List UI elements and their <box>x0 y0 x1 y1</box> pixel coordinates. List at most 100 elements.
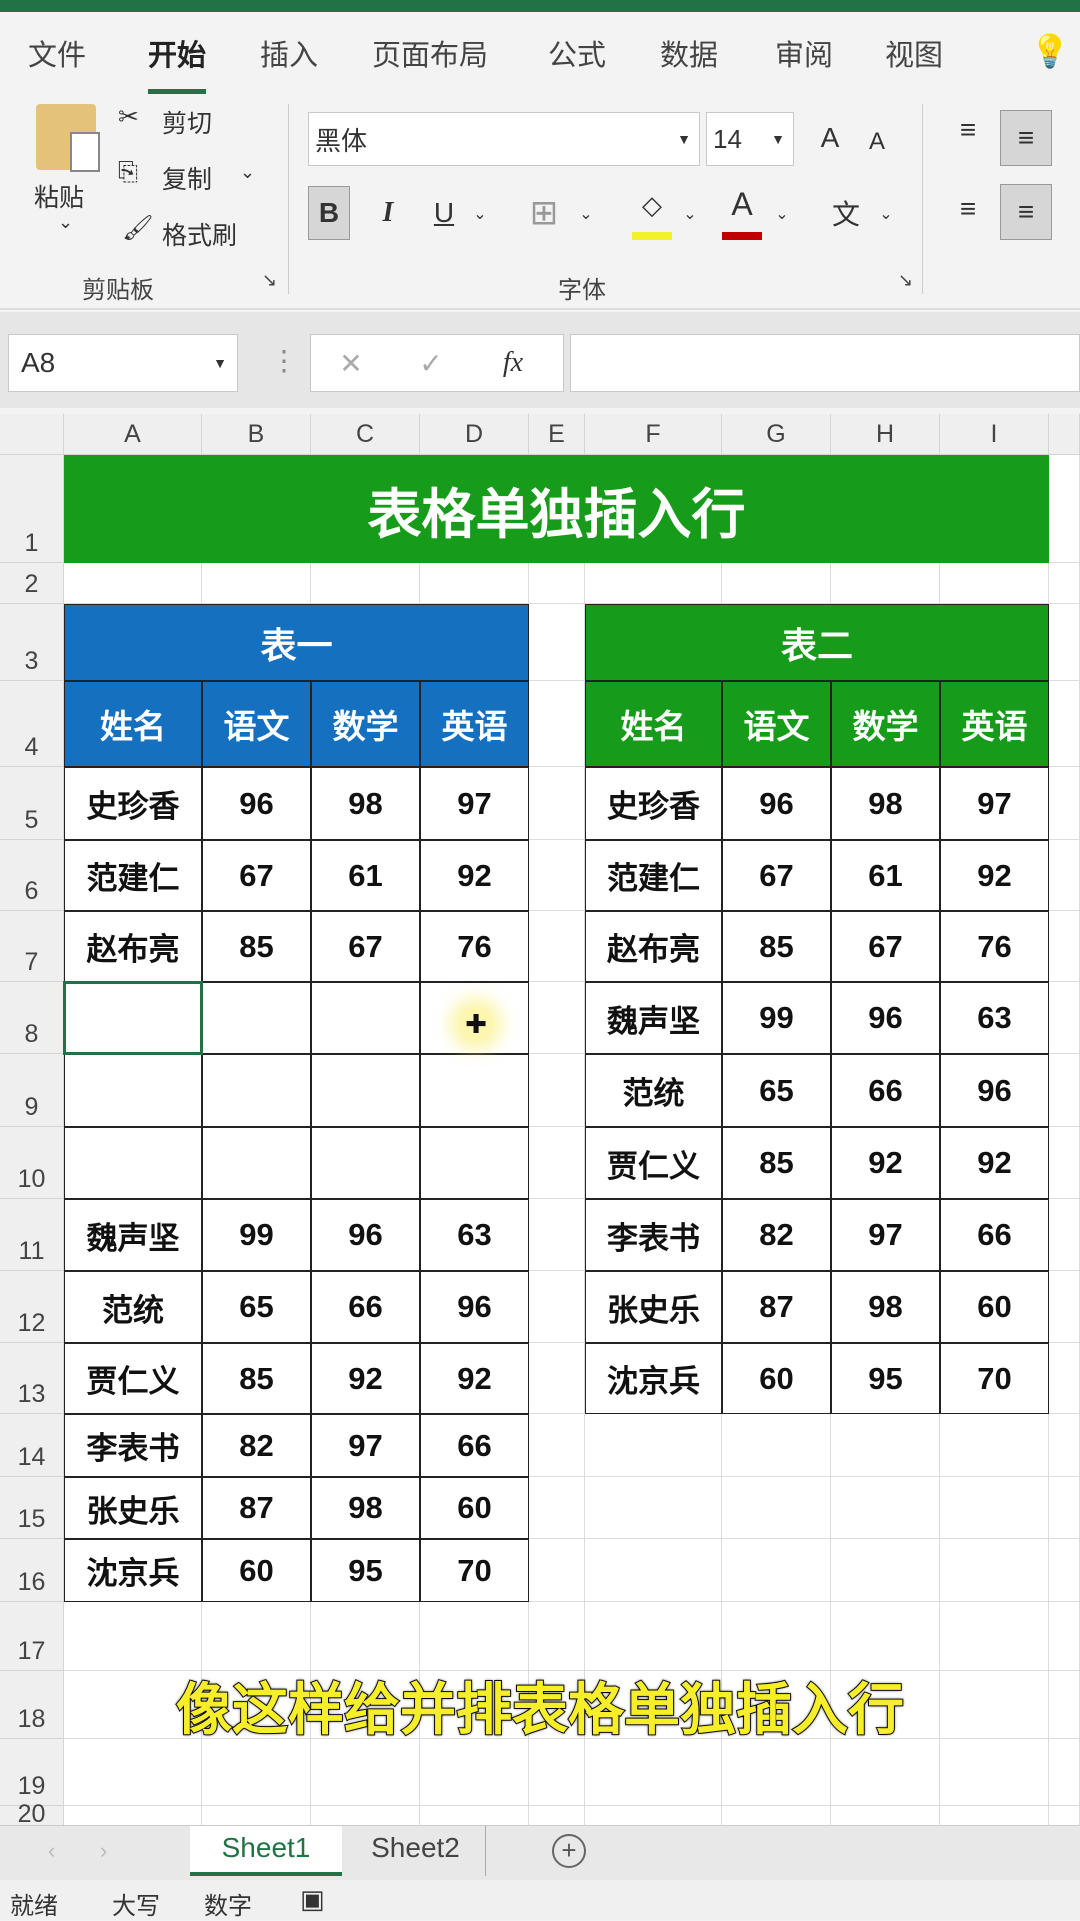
cut-button[interactable]: 剪切 <box>162 110 213 138</box>
table2-data-cell[interactable]: 70 <box>940 1343 1049 1414</box>
cell[interactable] <box>722 1414 831 1477</box>
cell[interactable] <box>940 1477 1049 1539</box>
table1-data-cell[interactable] <box>420 1127 529 1199</box>
row-header-12[interactable]: 12 <box>0 1271 64 1343</box>
cell[interactable] <box>585 1739 722 1806</box>
table2-data-cell[interactable]: 76 <box>940 911 1049 982</box>
table1-data-cell[interactable]: 66 <box>311 1271 420 1343</box>
row-header-4[interactable]: 4 <box>0 681 64 767</box>
column-header-C[interactable]: C <box>311 414 420 455</box>
cell[interactable] <box>529 1477 585 1539</box>
copy-dropdown-icon[interactable]: ⌄ <box>240 162 256 182</box>
row-header-16[interactable]: 16 <box>0 1539 64 1602</box>
align-middle-icon[interactable]: ≡ <box>1000 110 1052 166</box>
cell[interactable] <box>722 1602 831 1671</box>
cell[interactable] <box>722 1806 831 1825</box>
row-header-6[interactable]: 6 <box>0 840 64 911</box>
table1-data-cell[interactable]: 92 <box>311 1343 420 1414</box>
cell[interactable] <box>1049 982 1080 1054</box>
column-header-D[interactable]: D <box>420 414 529 455</box>
row-header-11[interactable]: 11 <box>0 1199 64 1271</box>
italic-button[interactable]: I <box>382 197 394 228</box>
cell[interactable] <box>420 563 529 604</box>
tab-page-layout[interactable]: 页面布局 <box>372 40 489 72</box>
table1-data-cell[interactable] <box>420 1054 529 1127</box>
table2-data-cell[interactable]: 魏声坚 <box>585 982 722 1054</box>
cell[interactable] <box>202 563 311 604</box>
row-header-8[interactable]: 8 <box>0 982 64 1054</box>
grow-font-button[interactable]: A <box>820 122 840 153</box>
cell[interactable] <box>529 563 585 604</box>
cell[interactable] <box>831 1602 940 1671</box>
cell[interactable] <box>529 1602 585 1671</box>
table1-data-cell[interactable]: 97 <box>311 1414 420 1477</box>
cell[interactable] <box>529 1739 585 1806</box>
bold-button[interactable]: B <box>308 186 350 240</box>
table2-data-cell[interactable]: 李表书 <box>585 1199 722 1271</box>
cell[interactable] <box>940 1671 1049 1739</box>
column-header-I[interactable]: I <box>940 414 1049 455</box>
table2-data-cell[interactable]: 96 <box>940 1054 1049 1127</box>
table2-data-cell[interactable]: 98 <box>831 1271 940 1343</box>
column-header-G[interactable]: G <box>722 414 831 455</box>
cell[interactable] <box>311 1739 420 1806</box>
table2-data-cell[interactable]: 96 <box>831 982 940 1054</box>
table1-data-cell[interactable]: 85 <box>202 911 311 982</box>
table2-data-cell[interactable]: 范统 <box>585 1054 722 1127</box>
select-all-button[interactable] <box>0 414 64 455</box>
cell[interactable] <box>940 1806 1049 1825</box>
borders-dropdown-icon[interactable]: ⌄ <box>579 206 593 223</box>
cell[interactable] <box>529 911 585 982</box>
table2-data-cell[interactable]: 贾仁义 <box>585 1127 722 1199</box>
column-header-J[interactable] <box>1049 414 1080 455</box>
font-launcher-icon[interactable]: ↘ <box>898 270 914 290</box>
cell[interactable] <box>940 1602 1049 1671</box>
table2-data-cell[interactable]: 99 <box>722 982 831 1054</box>
row-header-3[interactable]: 3 <box>0 604 64 681</box>
table2-data-cell[interactable]: 87 <box>722 1271 831 1343</box>
align-top-icon[interactable]: ≡ <box>959 114 977 145</box>
table2-data-cell[interactable]: 85 <box>722 1127 831 1199</box>
borders-icon[interactable]: ⊞ <box>529 194 559 232</box>
tab-formulas[interactable]: 公式 <box>548 40 607 72</box>
tab-review[interactable]: 审阅 <box>775 40 834 72</box>
cell[interactable] <box>529 1414 585 1477</box>
cell[interactable] <box>1049 1414 1080 1477</box>
table2-data-cell[interactable]: 67 <box>831 911 940 982</box>
table2-data-cell[interactable]: 赵布亮 <box>585 911 722 982</box>
cell[interactable] <box>831 1739 940 1806</box>
tab-file[interactable]: 文件 <box>28 40 87 72</box>
cell[interactable] <box>940 1539 1049 1602</box>
cell[interactable] <box>1049 1271 1080 1343</box>
table1-data-cell[interactable]: 70 <box>420 1539 529 1602</box>
row-header-1[interactable]: 1 <box>0 455 64 563</box>
table1-data-cell[interactable]: 98 <box>311 767 420 840</box>
add-sheet-icon[interactable]: + <box>552 1834 586 1868</box>
table2-data-cell[interactable]: 67 <box>722 840 831 911</box>
table1-data-cell[interactable]: 贾仁义 <box>64 1343 202 1414</box>
cell[interactable] <box>1049 563 1080 604</box>
table1-data-cell[interactable] <box>202 982 311 1054</box>
table1-data-cell[interactable]: 60 <box>420 1477 529 1539</box>
cell[interactable] <box>64 563 202 604</box>
scroll-left-icon[interactable]: ‹ <box>48 1838 56 1863</box>
column-header-F[interactable]: F <box>585 414 722 455</box>
cell[interactable] <box>585 1806 722 1825</box>
cell[interactable] <box>831 1806 940 1825</box>
table1-data-cell[interactable]: 98 <box>311 1477 420 1539</box>
insert-function-button[interactable]: fx <box>502 347 524 378</box>
table2-data-cell[interactable]: 60 <box>940 1271 1049 1343</box>
table1-data-cell[interactable]: 92 <box>420 840 529 911</box>
cell[interactable] <box>940 1739 1049 1806</box>
cell[interactable] <box>529 1806 585 1825</box>
table1-data-cell[interactable]: 史珍香 <box>64 767 202 840</box>
cell[interactable] <box>1049 1806 1080 1825</box>
format-painter-button[interactable]: 格式刷 <box>162 222 238 250</box>
table2-data-cell[interactable]: 82 <box>722 1199 831 1271</box>
table2-data-cell[interactable]: 60 <box>722 1343 831 1414</box>
table2-data-cell[interactable]: 66 <box>831 1054 940 1127</box>
cell[interactable] <box>529 1127 585 1199</box>
cell[interactable] <box>420 1671 529 1739</box>
row-header-15[interactable]: 15 <box>0 1477 64 1539</box>
font-size-select[interactable]: 14 ▼ <box>706 112 794 166</box>
